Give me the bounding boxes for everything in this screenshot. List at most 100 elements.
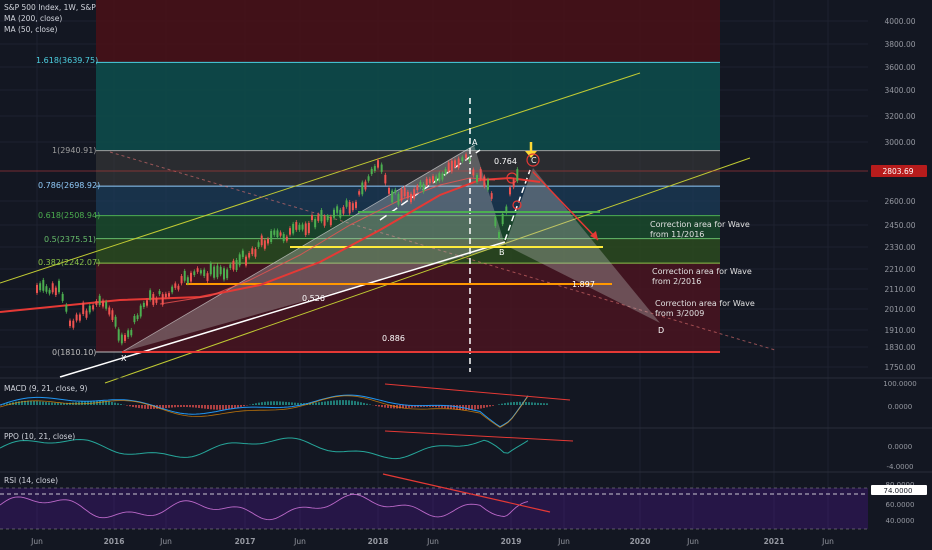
macd-histogram-bar	[339, 400, 341, 405]
macd-histogram-bar	[99, 400, 101, 405]
time-tick-label: Jun	[159, 537, 172, 546]
macd-histogram-bar	[270, 401, 272, 405]
macd-histogram-bar	[360, 402, 362, 405]
candle-body	[394, 189, 397, 193]
candle-body	[282, 234, 285, 242]
candle-body	[95, 301, 98, 305]
candle-body	[105, 301, 108, 309]
rsi-band	[0, 488, 868, 529]
macd-histogram-bar	[33, 400, 35, 405]
ppo-line	[0, 437, 529, 460]
chart-texts: 1.618(3639.75) 1(2940.91) 0.786(2698.92)…	[36, 56, 755, 363]
macd-histogram-bar	[351, 400, 353, 405]
point-a: A	[472, 138, 478, 147]
macd-histogram-bar	[63, 402, 65, 405]
pattern-overlays	[0, 72, 868, 384]
time-tick-label: 2020	[630, 537, 651, 546]
macd-histogram-bar	[486, 405, 488, 408]
ma50-line	[159, 177, 496, 305]
symbol-title: S&P 500 Index, 1W, S&P	[4, 3, 96, 12]
macd-histogram-bar	[30, 400, 32, 405]
macd-histogram-bar	[381, 405, 383, 408]
price-tick-label: 1830.00	[884, 343, 915, 352]
candle-body	[65, 304, 68, 312]
macd-histogram-bar	[27, 400, 29, 405]
macd-histogram-bar	[288, 402, 290, 405]
time-axis[interactable]: Jun 2016 Jun 2017 Jun 2018 Jun 2019 Jun 2020 Jun 20…	[30, 537, 834, 546]
macd-histogram-bar	[384, 405, 386, 408]
ppo-divergence-line	[384, 430, 574, 442]
candle-body	[410, 193, 412, 203]
ppo-tick-label: -4.0000	[886, 463, 913, 471]
channel-upper-line	[0, 72, 641, 284]
candle-body	[75, 314, 78, 321]
price-axis[interactable]: 4000.00 3800.00 3600.00 3400.00 3200.00 3000.…	[871, 17, 927, 525]
candle-body	[124, 335, 126, 341]
pattern-bcd	[505, 168, 660, 323]
macd-histogram-bar	[57, 402, 59, 405]
time-tick-label: 2018	[368, 537, 389, 546]
candle-body	[186, 277, 189, 284]
macd-histogram-bar	[153, 405, 155, 409]
macd-histogram-bar	[333, 400, 335, 405]
dashed-bc	[504, 169, 531, 241]
candle-body	[42, 279, 45, 291]
rsi-highlight-label: 74.0000	[884, 487, 913, 495]
macd-histogram-bar	[237, 405, 239, 408]
candle-body	[476, 174, 478, 182]
macd-histogram-bar	[402, 405, 404, 409]
macd-histogram-bar	[456, 405, 458, 410]
dashed-trend-line	[109, 151, 776, 351]
time-tick-label: Jun	[426, 537, 439, 546]
candle-body	[345, 200, 348, 207]
macd-histogram-bar	[117, 403, 119, 405]
candle-body	[209, 263, 212, 275]
macd-histogram-bar	[204, 405, 206, 409]
macd-histogram-bar	[183, 405, 185, 407]
candle-body	[416, 185, 419, 191]
macd-histogram-bar	[300, 403, 302, 405]
zone-1618-1	[96, 62, 720, 151]
macd-histogram-bar	[6, 403, 8, 405]
macd-histogram-bar	[171, 405, 173, 408]
macd-histogram-bar	[0, 405, 2, 406]
macd-histogram-bar	[528, 402, 530, 405]
candle-body	[364, 181, 367, 190]
candle-body	[490, 193, 493, 199]
candle-body	[152, 294, 155, 305]
candle-body	[292, 223, 295, 234]
price-tick-label: 3600.00	[884, 63, 915, 72]
macd-histogram-bar	[213, 405, 215, 410]
candle-body	[450, 160, 453, 172]
candle-body	[388, 188, 390, 194]
price-tick-label: 3000.00	[884, 138, 915, 147]
macd-histogram-bar	[147, 405, 149, 409]
macd-histogram-bar	[261, 402, 263, 405]
candle-body	[317, 214, 320, 221]
macd-signal-line	[0, 395, 529, 428]
macd-histogram-bar	[81, 401, 83, 405]
macd-histogram-bar	[39, 401, 41, 405]
last-price-badge	[871, 165, 927, 177]
macd-histogram-bar	[66, 402, 68, 405]
candle-body	[206, 273, 209, 281]
macd-histogram-bar	[111, 402, 113, 405]
candle-body	[45, 286, 48, 292]
candle-body	[51, 283, 54, 293]
macd-histogram-bar	[291, 402, 293, 405]
macd-histogram-bar	[189, 405, 191, 408]
macd-histogram-bar	[534, 402, 536, 405]
candle-body	[320, 210, 323, 222]
macd-histogram-bar	[264, 401, 266, 405]
time-tick-label: Jun	[293, 537, 306, 546]
candle-body	[85, 310, 88, 318]
macd-histogram-bar	[3, 404, 5, 405]
last-price-label: 2803.69	[882, 167, 913, 176]
macd-histogram-bar	[285, 401, 287, 405]
macd-histogram-bar	[507, 402, 509, 405]
leg-xb	[59, 241, 506, 378]
time-tick-label: Jun	[557, 537, 570, 546]
macd-histogram-bar	[366, 403, 368, 405]
price-tick-label: 3200.00	[884, 112, 915, 121]
